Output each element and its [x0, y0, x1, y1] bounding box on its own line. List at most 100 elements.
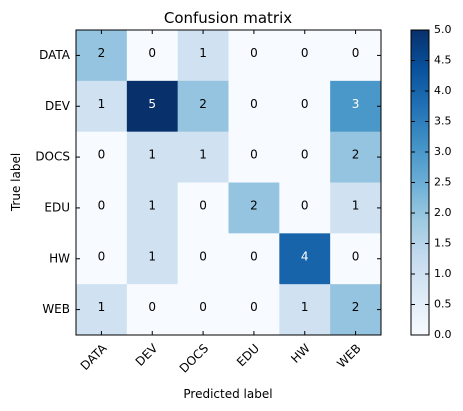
- matrix-cell-value: 2: [352, 300, 360, 314]
- y-axis-ticks: DATA DEV DOCS EDU HW WEB: [35, 48, 381, 316]
- y-tick-label: EDU: [44, 200, 70, 214]
- matrix-cell-web-docs: [177, 284, 229, 336]
- x-tick-label: DATA: [78, 341, 110, 373]
- matrix-cell-data-data: [76, 30, 128, 82]
- x-tick-label: DOCS: [177, 341, 211, 375]
- matrix-cell-value: 5: [148, 97, 156, 111]
- matrix-cell-value: 0: [148, 300, 156, 314]
- matrix-cell-value: 1: [199, 148, 207, 162]
- matrix-cell-value: 3: [352, 97, 360, 111]
- x-tick-label: WEB: [334, 341, 363, 370]
- matrix-cell-dev-docs: [177, 80, 229, 133]
- matrix-cell-value: 0: [199, 300, 207, 314]
- matrix-cell-value: 2: [199, 97, 207, 111]
- matrix-cell-hw-web: [330, 233, 382, 285]
- y-tick-label: DATA: [39, 48, 71, 62]
- matrix-cell-dev-dev: [126, 80, 179, 133]
- matrix-cell-value: 0: [301, 97, 309, 111]
- matrix-cell-hw-hw: [279, 233, 331, 285]
- matrix-cell-value: 2: [352, 148, 360, 162]
- matrix-cell-value: 1: [148, 148, 156, 162]
- matrix-cell-value: 4: [301, 249, 309, 263]
- matrix-cell-value: 0: [301, 148, 309, 162]
- matrix-cell-edu-data: [76, 182, 128, 234]
- matrix-cell-edu-dev: [126, 182, 179, 234]
- matrix-cell-value: 1: [98, 97, 106, 111]
- matrix-cell-value: 1: [148, 249, 156, 263]
- matrix-cell-web-dev: [126, 284, 179, 336]
- colorbar-tick-label: 3.5: [434, 115, 452, 128]
- colorbar-tick-label: 3.0: [434, 145, 452, 158]
- colorbar-tick-label: 0.5: [434, 298, 452, 311]
- matrix-cell-value: 0: [250, 249, 258, 263]
- matrix-cells: [76, 30, 382, 336]
- matrix-cell-value: 0: [250, 46, 258, 60]
- matrix-cell-dev-edu: [228, 80, 280, 133]
- matrix-cell-value: 2: [98, 46, 106, 60]
- x-axis-label: Predicted label: [183, 387, 272, 401]
- matrix-cell-docs-edu: [228, 131, 280, 183]
- matrix-cell-value: 1: [148, 198, 156, 212]
- matrix-cell-edu-docs: [177, 182, 229, 234]
- y-tick-label: DOCS: [35, 150, 70, 164]
- matrix-cell-hw-data: [76, 233, 128, 285]
- matrix-cell-edu-hw: [279, 182, 331, 234]
- matrix-cell-data-hw: [279, 30, 331, 82]
- matrix-cell-value: 0: [352, 46, 360, 60]
- colorbar-tick-label: 2.0: [434, 206, 452, 219]
- matrix-cell-value: 1: [98, 300, 106, 314]
- matrix-cell-dev-data: [76, 80, 128, 133]
- matrix-cell-value: 2: [250, 198, 258, 212]
- y-tick-label: WEB: [42, 302, 70, 316]
- matrix-cell-dev-hw: [279, 80, 331, 133]
- matrix-cell-value: 0: [301, 46, 309, 60]
- matrix-cell-web-hw: [279, 284, 331, 336]
- y-tick-label: HW: [49, 251, 70, 265]
- matrix-cell-docs-web: [330, 131, 382, 183]
- matrix-cell-hw-edu: [228, 233, 280, 285]
- matrix-cell-value: 0: [199, 249, 207, 263]
- matrix-cell-edu-edu: [228, 182, 280, 234]
- colorbar-tick-label: 1.0: [434, 267, 452, 280]
- matrix-cell-data-dev: [126, 30, 179, 82]
- matrix-cell-value: 0: [301, 198, 309, 212]
- y-axis-label: True label: [9, 153, 23, 212]
- colorbar-tick-label: 2.5: [434, 176, 452, 189]
- colorbar-tick-label: 4.5: [434, 54, 452, 67]
- matrix-cell-hw-docs: [177, 233, 229, 285]
- matrix-cell-docs-data: [76, 131, 128, 183]
- matrix-cell-edu-web: [330, 182, 382, 234]
- matrix-cell-value: 1: [352, 198, 360, 212]
- matrix-cell-docs-dev: [126, 131, 179, 183]
- matrix-cell-data-edu: [228, 30, 280, 82]
- colorbar-tick-label: 1.5: [434, 237, 452, 250]
- colorbar-tick-label: 4.0: [434, 84, 452, 97]
- matrix-cell-value: 0: [250, 97, 258, 111]
- matrix-cell-data-docs: [177, 30, 229, 82]
- matrix-cell-value: 1: [199, 46, 207, 60]
- x-tick-label: EDU: [234, 341, 262, 369]
- matrix-cell-value: 0: [199, 198, 207, 212]
- matrix-cell-web-edu: [228, 284, 280, 336]
- chart-title: Confusion matrix: [164, 9, 292, 27]
- matrix-cell-value: 1: [301, 300, 309, 314]
- matrix-cell-value: 0: [98, 249, 106, 263]
- matrix-cell-value: 0: [250, 300, 258, 314]
- matrix-cell-value: 0: [98, 198, 106, 212]
- matrix-cell-docs-docs: [177, 131, 229, 183]
- matrix-cell-dev-web: [330, 80, 382, 133]
- matrix-cell-web-web: [330, 284, 382, 336]
- x-tick-label: HW: [288, 341, 313, 366]
- matrix-cell-hw-dev: [126, 233, 179, 285]
- x-tick-label: DEV: [133, 341, 161, 369]
- matrix-cell-docs-hw: [279, 131, 331, 183]
- colorbar-ticks: 0.0 0.5 1.0 1.5 2.0 2.5 3.0 3.5 4.0 4.5 5.0: [411, 23, 452, 341]
- matrix-cell-web-data: [76, 284, 128, 336]
- y-tick-label: DEV: [45, 99, 71, 113]
- colorbar-tick-label: 5.0: [434, 23, 452, 36]
- matrix-cell-value: 0: [250, 148, 258, 162]
- matrix-cell-value: 0: [98, 148, 106, 162]
- matrix-cell-value: 0: [148, 46, 156, 60]
- matrix-cell-value: 0: [352, 249, 360, 263]
